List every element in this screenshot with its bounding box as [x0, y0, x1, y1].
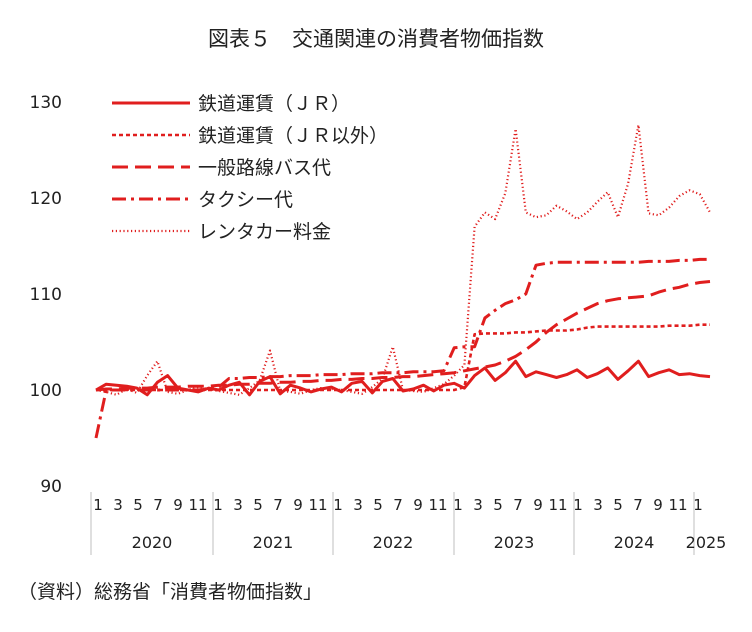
series-line-1: [95, 359, 711, 397]
x-tick-label: 7: [633, 496, 643, 514]
x-tick-label: 1: [333, 496, 343, 514]
x-tick-label: 5: [253, 496, 263, 514]
legend-label-1: 鉄道運賃（ＪＲ）: [198, 93, 350, 115]
y-tick-label: 100: [30, 381, 62, 401]
y-tick-label: 130: [30, 93, 62, 113]
plot-area: [94, 123, 711, 439]
x-year-label: 2025: [686, 533, 727, 552]
x-tick-label: 9: [293, 496, 303, 514]
x-tick-label: 3: [353, 496, 363, 514]
x-tick-label: 5: [493, 496, 503, 514]
x-tick-label: 1: [453, 496, 463, 514]
chart-title: 図表５ 交通関連の消費者物価指数: [208, 27, 544, 51]
legend-label-2: 鉄道運賃（ＪＲ以外）: [198, 125, 388, 147]
x-tick-label: 7: [393, 496, 403, 514]
x-year-label: 2022: [373, 533, 414, 552]
x-tick-label: 9: [533, 496, 543, 514]
x-tick-label: 3: [233, 496, 243, 514]
legend-label-5: レンタカー料金: [198, 221, 331, 243]
x-tick-label: 1: [213, 496, 223, 514]
x-tick-label: 3: [113, 496, 123, 514]
y-axis: 90 100 110 120 130: [30, 93, 62, 497]
x-tick-label: 5: [373, 496, 383, 514]
x-tick-label: 1: [693, 496, 703, 514]
legend-label-4: タクシー代: [198, 189, 293, 211]
x-year-label: 2023: [494, 533, 535, 552]
y-tick-label: 120: [30, 189, 62, 209]
x-tick-label: 11: [668, 496, 687, 514]
x-tick-label: 11: [548, 496, 567, 514]
x-tick-label: 5: [133, 496, 143, 514]
y-tick-label: 90: [40, 477, 62, 497]
x-tick-label: 9: [173, 496, 183, 514]
x-year-label: 2020: [132, 533, 173, 552]
x-tick-label: 11: [188, 496, 207, 514]
x-year-label: 2024: [614, 533, 655, 552]
series-line-5: [95, 123, 711, 396]
series-line-2: [96, 323, 710, 392]
x-tick-label: 7: [153, 496, 163, 514]
y-tick-label: 110: [30, 285, 62, 305]
x-tick-label: 1: [573, 496, 583, 514]
x-tick-label: 9: [413, 496, 423, 514]
x-tick-label: 5: [613, 496, 623, 514]
x-tick-label: 9: [653, 496, 663, 514]
x-year-label: 2021: [253, 533, 294, 552]
x-tick-label: 7: [513, 496, 523, 514]
x-axis: 1 3 5 7 9 11 1 3 5 7 9 11 1 3 5 7 9 11 1 3 5 7 9 11 1 3 5 7 9 11 12020…: [90, 492, 727, 555]
series-line-4: [94, 257, 710, 439]
x-tick-label: 1: [93, 496, 103, 514]
x-tick-label: 3: [473, 496, 483, 514]
source-note: （資料）総務省「消費者物価指数」: [18, 581, 322, 603]
x-tick-label: 11: [308, 496, 327, 514]
x-tick-label: 11: [428, 496, 447, 514]
legend-label-3: 一般路線バス代: [198, 157, 331, 179]
x-tick-label: 3: [593, 496, 603, 514]
x-tick-label: 7: [273, 496, 283, 514]
series-line-3: [95, 280, 711, 392]
